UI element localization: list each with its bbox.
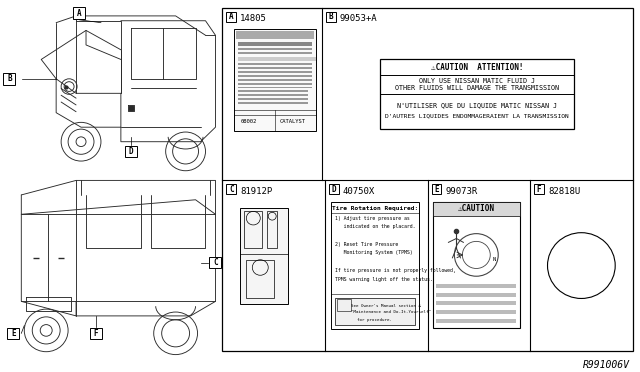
Bar [380, 60, 574, 129]
Bar [329, 184, 339, 194]
Text: "Maintenance and Do-It-Yourself": "Maintenance and Do-It-Yourself" [351, 310, 431, 314]
Text: F: F [93, 329, 99, 338]
Bar [433, 202, 520, 216]
Bar [238, 48, 312, 50]
Text: 99073R: 99073R [445, 187, 477, 196]
Bar [335, 298, 415, 325]
Bar [436, 301, 516, 305]
Text: A: A [229, 12, 234, 21]
Bar [436, 319, 516, 323]
Bar [238, 67, 312, 69]
Text: A: A [77, 9, 81, 17]
Text: Monitoring System (TPMS): Monitoring System (TPMS) [335, 250, 413, 256]
Text: for procedure.: for procedure. [357, 318, 392, 322]
Text: D'AUTRES LIQUIDES ENDOMMAGERAIENT LA TRANSMISSION: D'AUTRES LIQUIDES ENDOMMAGERAIENT LA TRA… [385, 113, 569, 118]
Bar [234, 29, 316, 131]
Text: See Owner's Manual section &: See Owner's Manual section & [351, 304, 421, 308]
Bar [73, 7, 85, 19]
Text: 2) Reset Tire Pressure: 2) Reset Tire Pressure [335, 242, 398, 247]
Bar [223, 8, 632, 351]
Bar [238, 90, 308, 92]
Text: D: D [129, 147, 133, 156]
Text: 14805: 14805 [241, 14, 268, 23]
Bar [244, 211, 262, 248]
Bar [125, 145, 137, 157]
Bar [238, 42, 312, 46]
Text: F: F [537, 185, 541, 194]
Text: B: B [7, 74, 12, 83]
Text: C: C [213, 258, 218, 267]
Bar [431, 184, 442, 194]
Bar [331, 202, 419, 330]
Text: N'UTILISER QUE DU LIQUIDE MATIC NISSAN J: N'UTILISER QUE DU LIQUIDE MATIC NISSAN J [397, 102, 557, 108]
Text: E: E [11, 329, 15, 338]
Text: N: N [493, 257, 496, 262]
Bar [433, 202, 520, 327]
Bar [238, 79, 312, 81]
Text: OTHER FLUIDS WILL DAMAGE THE TRANSMISSION: OTHER FLUIDS WILL DAMAGE THE TRANSMISSIO… [396, 86, 559, 92]
Bar [90, 327, 102, 339]
Bar [238, 87, 312, 89]
Bar [326, 12, 336, 22]
Text: D: D [332, 185, 336, 194]
Bar [238, 75, 312, 77]
Text: ONLY USE NISSAN MATIC FLUID J: ONLY USE NISSAN MATIC FLUID J [419, 78, 535, 84]
Text: TPMS warning light off the status.: TPMS warning light off the status. [335, 277, 433, 282]
Text: E: E [434, 185, 439, 194]
Bar [436, 284, 516, 288]
Text: CATALYST: CATALYST [279, 119, 305, 124]
Bar [227, 184, 236, 194]
Text: Tire Rotation Required:: Tire Rotation Required: [332, 206, 418, 211]
Bar [436, 293, 516, 296]
Text: If tire pressure is not properly followed,: If tire pressure is not properly followe… [335, 268, 456, 273]
Text: 99053+A: 99053+A [340, 14, 378, 23]
Bar [238, 94, 308, 96]
Bar [238, 83, 312, 84]
Bar [241, 208, 288, 304]
Bar [238, 102, 308, 104]
Bar [534, 184, 544, 194]
Bar [337, 299, 351, 311]
Text: 08002: 08002 [241, 119, 257, 124]
Text: 1) Adjust tire pressure as: 1) Adjust tire pressure as [335, 216, 410, 221]
Text: 40750X: 40750X [343, 187, 375, 196]
Text: R991006V: R991006V [582, 360, 630, 371]
Bar [268, 211, 277, 248]
Bar [236, 31, 314, 39]
Text: C: C [229, 185, 234, 194]
Bar [238, 57, 316, 61]
Bar [238, 63, 312, 65]
Text: indicated on the placard.: indicated on the placard. [335, 224, 415, 230]
Bar [246, 260, 274, 298]
Bar [8, 327, 19, 339]
Bar [227, 12, 236, 22]
Bar [209, 257, 221, 269]
Bar [238, 52, 312, 54]
Text: B: B [328, 12, 333, 21]
Text: 81912P: 81912P [241, 187, 273, 196]
Bar [3, 73, 15, 84]
Bar [436, 310, 516, 314]
Bar [238, 71, 312, 73]
Bar [238, 98, 308, 100]
Text: ⚠CAUTION  ATTENTION!: ⚠CAUTION ATTENTION! [431, 63, 524, 72]
Text: ⚠CAUTION: ⚠CAUTION [458, 205, 495, 214]
Text: 82818U: 82818U [548, 187, 580, 196]
